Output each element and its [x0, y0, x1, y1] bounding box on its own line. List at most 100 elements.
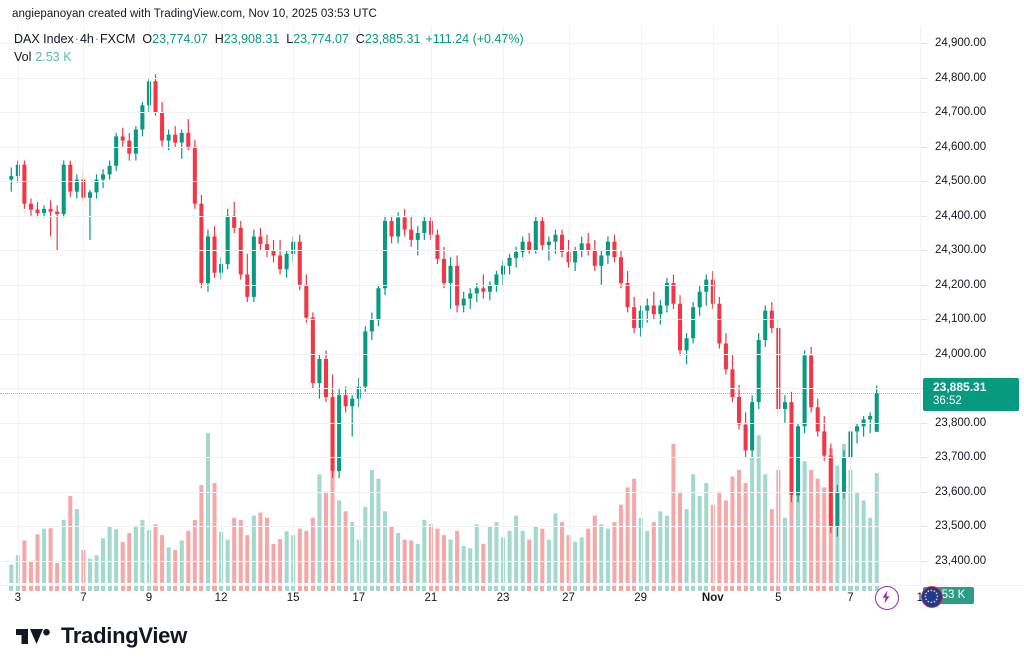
lightning-bolt-icon[interactable] [875, 586, 899, 610]
time-strip-cell [264, 586, 269, 591]
candle-body [868, 415, 873, 420]
time-strip-cell [776, 586, 781, 591]
candle-body [323, 358, 329, 397]
volume-bar [323, 491, 329, 583]
price-axis[interactable]: 24,900.00 24,800.00 24,700.00 24,600.00 24,5… [920, 26, 1024, 604]
time-strip-cell [828, 586, 833, 591]
candle-body [284, 253, 289, 270]
time-strip-cell [861, 586, 866, 591]
time-strip-cell [409, 586, 414, 591]
eu-flag-icon[interactable] [921, 586, 943, 608]
time-strip-cell [284, 586, 289, 591]
candle-body [448, 265, 453, 284]
horizontal-gridline [0, 526, 920, 528]
chart-plot-area[interactable] [0, 26, 920, 585]
horizontal-gridline [0, 560, 920, 562]
time-strip-cell [166, 586, 171, 591]
volume-bar [618, 504, 624, 583]
candle-body [343, 395, 348, 407]
volume-bar [133, 525, 138, 583]
candle-body [304, 284, 309, 318]
price-axis-tick: 24,500.00 [935, 175, 987, 188]
volume-bar [120, 542, 125, 583]
volume-bar [874, 473, 879, 583]
time-strip-cell [645, 586, 650, 591]
volume-bar [514, 515, 519, 583]
candle-wick [56, 205, 58, 251]
candle-body [441, 258, 447, 284]
volume-bar [297, 528, 302, 583]
candle-body [815, 407, 820, 432]
volume-bar [435, 528, 440, 583]
volume-bar [304, 530, 309, 583]
horizontal-gridline [0, 491, 920, 493]
candle-body [363, 331, 368, 387]
time-strip-cell [350, 586, 355, 591]
tradingview-logo[interactable]: TradingView [16, 623, 187, 649]
price-tick-dash [921, 491, 927, 493]
time-strip-cell [605, 586, 610, 591]
volume-bar [664, 515, 669, 583]
candle-body [297, 241, 302, 285]
candle-body [435, 234, 440, 259]
candle-body [723, 343, 728, 370]
time-strip-cell [809, 586, 814, 591]
candle-body [271, 250, 276, 256]
volume-bar [592, 515, 597, 583]
volume-bar [559, 522, 565, 583]
candle-wick [482, 274, 484, 299]
time-axis-tick: 17 [352, 592, 366, 604]
volume-bar [861, 500, 866, 583]
candle-body [376, 288, 381, 320]
time-strip-cell [330, 586, 335, 591]
price-axis-tick: 23,400.00 [935, 554, 987, 567]
time-strip-cell [704, 586, 709, 591]
volume-bar [461, 546, 466, 583]
time-axis-tick: 12 [214, 592, 228, 604]
horizontal-gridline [0, 43, 920, 45]
volume-bar [35, 534, 40, 583]
vertical-gridline [568, 26, 570, 585]
time-strip-cell [841, 586, 846, 591]
time-axis[interactable]: 37912151721232729Nov5711 [0, 585, 1024, 612]
time-strip-cell [730, 586, 735, 591]
price-axis-tick: 24,800.00 [935, 71, 987, 84]
time-strip-cell [625, 586, 630, 591]
candle-body [48, 208, 53, 212]
time-strip-cell [153, 586, 158, 591]
volume-bar [494, 522, 499, 583]
volume-bar [612, 522, 617, 583]
candle-body [389, 220, 394, 237]
time-strip-cell [251, 586, 256, 591]
candle-body [809, 355, 814, 408]
time-strip-cell [546, 586, 551, 591]
time-strip-cell [678, 586, 683, 591]
tradingview-logo-icon [16, 628, 50, 644]
candle-body [828, 455, 833, 527]
volume-bar [481, 543, 486, 583]
time-strip-cell [219, 586, 224, 591]
candle-body [697, 291, 702, 308]
candle-body [317, 358, 322, 384]
candle-body [310, 317, 315, 384]
volume-bar [750, 456, 755, 583]
lightning-bolt-glyph [882, 590, 890, 604]
volume-bar [540, 528, 545, 583]
time-strip-cell [291, 586, 296, 591]
time-strip-cell [638, 586, 643, 591]
price-axis-tick: 23,700.00 [935, 451, 987, 464]
horizontal-gridline [0, 77, 920, 79]
volume-bar [101, 538, 106, 583]
candle-body [625, 283, 630, 308]
volume-bar [658, 511, 663, 583]
last-price-badge[interactable]: 23,885.31 36:52 [923, 378, 1019, 412]
time-axis-tick: 23 [496, 592, 510, 604]
volume-bar [48, 528, 53, 583]
volume-bar [782, 517, 787, 583]
candle-body [514, 252, 519, 258]
price-tick-dash [921, 353, 927, 355]
volume-bar [160, 535, 165, 583]
volume-bar [487, 526, 492, 583]
price-tick-dash [921, 112, 927, 114]
time-strip-cell [796, 586, 801, 591]
